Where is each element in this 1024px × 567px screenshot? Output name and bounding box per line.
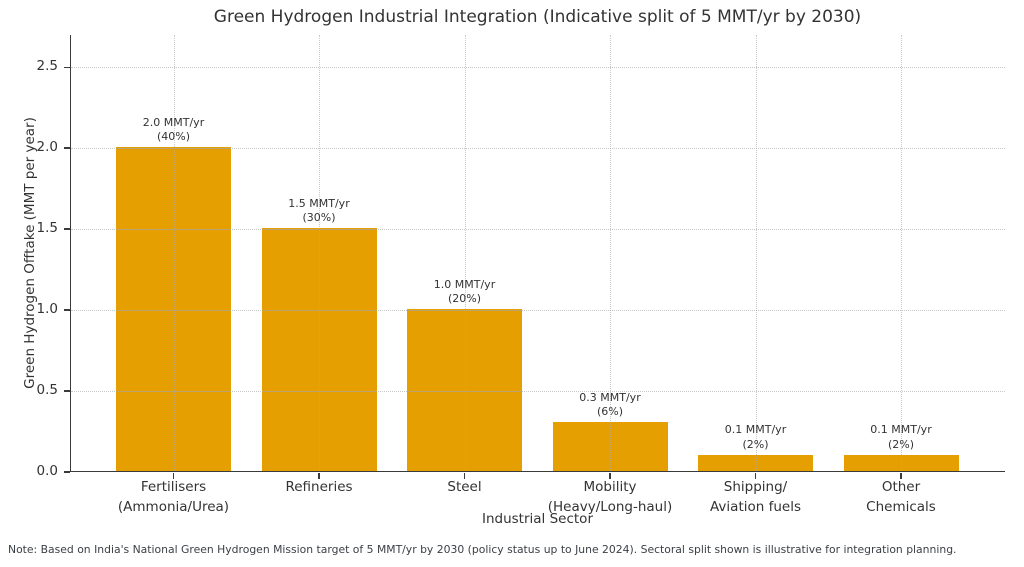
gridline-horizontal [71, 67, 1005, 69]
gridline-vertical [319, 35, 320, 471]
gridline-vertical [464, 35, 466, 471]
plot-area: 0.0 0.5 1.0 1.5 2.0 2.5 Fertilisers (Ammonia/U… [37, 35, 1005, 515]
gridline-vertical [173, 35, 175, 471]
x-tick-mark [609, 473, 611, 479]
gridline-vertical [610, 35, 611, 471]
x-tick-label: Mobility (Heavy/Long-haul) [547, 479, 673, 515]
y-tick-label: 0.5 [36, 382, 58, 399]
gridline-horizontal [71, 391, 1005, 393]
x-tick-mark [754, 473, 757, 479]
x-tick-mark [900, 473, 902, 479]
y-tick-mark [64, 147, 70, 150]
x-tick-label: Other Chemicals [866, 479, 936, 515]
y-tick-mark [64, 309, 70, 311]
gridline-horizontal [71, 229, 1005, 231]
y-tick-label: 0.0 [36, 463, 58, 479]
x-tick-mark [463, 473, 466, 479]
x-axis-label: Industrial Sector [481, 511, 593, 527]
gridline-horizontal [71, 310, 1005, 312]
bar-value-label: 2.0 MMT/yr (40%) [142, 115, 205, 143]
bar-value-label: 0.1 MMT/yr (2%) [724, 423, 787, 451]
y-tick-label: 2.0 [36, 139, 58, 156]
bar-value-label: 0.1 MMT/yr (2%) [870, 423, 932, 451]
gridline-vertical [901, 35, 902, 471]
x-tick-label: Fertilisers (Ammonia/Urea) [117, 479, 230, 515]
x-tick-mark [318, 473, 320, 479]
y-tick-mark [64, 228, 70, 231]
y-tick-mark [64, 66, 70, 69]
y-tick-mark [64, 390, 70, 392]
y-tick-label: 1.0 [36, 301, 58, 318]
x-tick-mark [172, 473, 175, 479]
gridline-horizontal [71, 148, 1005, 150]
y-axis-label: Green Hydrogen Offtake (MMT per year) [22, 117, 38, 389]
x-tick-label: Steel [447, 479, 482, 495]
y-tick-mark [64, 471, 70, 473]
footnote: Note: Based on India's National Green Hy… [8, 543, 957, 556]
bar-value-label: 1.5 MMT/yr (30%) [288, 196, 350, 224]
y-tick-label: 2.5 [36, 58, 58, 75]
bar-value-label: 1.0 MMT/yr (20%) [433, 277, 496, 305]
gridline-vertical [755, 35, 757, 471]
bar-value-label: 0.3 MMT/yr (6%) [579, 390, 641, 419]
chart-title: Green Hydrogen Industrial Integration (I… [213, 7, 862, 27]
x-tick-label: Refineries [285, 479, 353, 495]
x-tick-label: Shipping/ Aviation fuels [709, 479, 801, 515]
y-tick-label: 1.5 [36, 220, 58, 237]
